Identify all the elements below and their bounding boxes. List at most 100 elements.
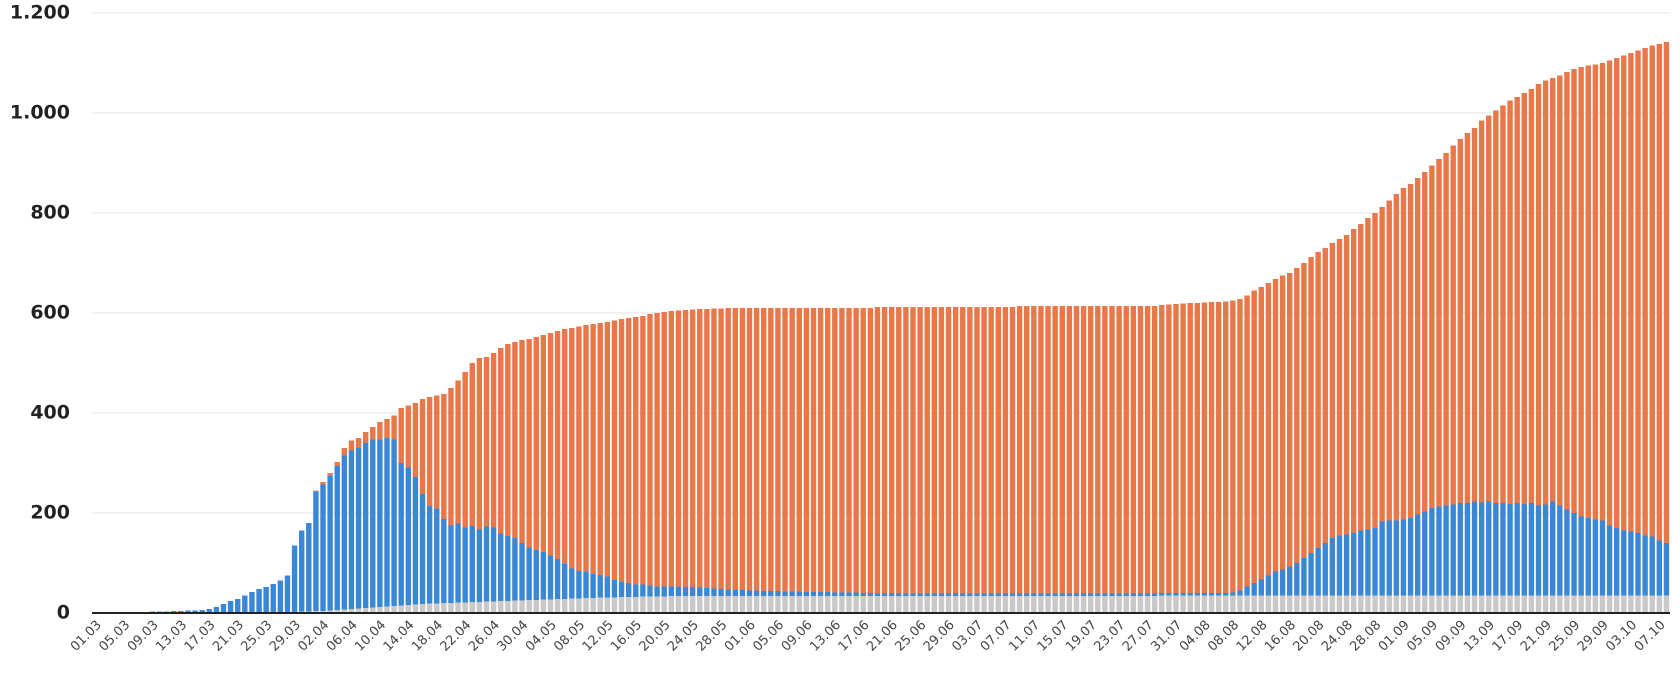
bar-segment bbox=[803, 592, 810, 596]
bar-segment bbox=[391, 415, 397, 440]
bar-segment bbox=[1386, 200, 1392, 521]
bar-segment bbox=[1315, 595, 1321, 613]
bar-segment bbox=[611, 580, 618, 598]
bar-segment bbox=[1414, 595, 1421, 613]
bar-segment bbox=[853, 596, 859, 613]
bar-segment bbox=[817, 596, 824, 613]
bar-segment bbox=[1656, 44, 1663, 541]
bar-segment bbox=[1016, 593, 1023, 596]
x-tick-label: 31.07 bbox=[1148, 618, 1185, 655]
bar-segment bbox=[370, 439, 376, 608]
bar-segment bbox=[718, 596, 724, 613]
x-tick-label: 09.03 bbox=[125, 618, 162, 655]
bar-segment bbox=[824, 308, 831, 592]
bar-segment bbox=[768, 308, 774, 591]
bar-segment bbox=[796, 591, 802, 596]
bar-segment bbox=[448, 603, 454, 613]
y-tick-label: 0 bbox=[57, 602, 70, 624]
bar-segment bbox=[1095, 596, 1101, 613]
bar-segment bbox=[426, 603, 433, 613]
bar-segment bbox=[377, 422, 383, 440]
bar-segment bbox=[434, 395, 440, 509]
bar-segment bbox=[832, 308, 838, 593]
bar-segment bbox=[775, 596, 781, 613]
bar-segment bbox=[1272, 279, 1279, 572]
x-tick-label: 17.06 bbox=[836, 618, 873, 655]
bar-segment bbox=[682, 310, 689, 587]
bar-segment bbox=[1358, 530, 1364, 596]
x-tick-label: 29.09 bbox=[1575, 618, 1612, 655]
bar-segment bbox=[1244, 295, 1250, 587]
bar-segment bbox=[1308, 553, 1314, 596]
bar-segment bbox=[1194, 595, 1201, 613]
bar-segment bbox=[1592, 519, 1599, 596]
bar-segment bbox=[1173, 593, 1179, 596]
bar-segment bbox=[1350, 229, 1357, 533]
bar-segment bbox=[931, 593, 938, 596]
y-tick-label: 400 bbox=[30, 402, 70, 424]
bar-segment bbox=[1038, 306, 1044, 594]
bar-segment bbox=[981, 307, 987, 594]
bar-segment bbox=[896, 596, 902, 613]
bar-segment bbox=[526, 600, 532, 613]
bar-segment bbox=[1151, 596, 1158, 613]
bar-segment bbox=[697, 309, 703, 588]
bar-segment bbox=[1294, 563, 1300, 596]
bar-segment bbox=[853, 308, 859, 593]
bar-segment bbox=[1009, 307, 1016, 594]
bar-segment bbox=[1507, 504, 1513, 596]
bar-segment bbox=[1180, 593, 1186, 596]
bar-segment bbox=[1308, 257, 1314, 553]
bar-segment bbox=[1066, 593, 1073, 596]
bar-segment bbox=[1301, 595, 1307, 613]
bar-segment bbox=[533, 550, 539, 600]
bar-segment bbox=[761, 596, 767, 613]
bar-segment bbox=[1201, 302, 1208, 593]
bar-segment bbox=[483, 357, 490, 527]
x-tick-label: 19.07 bbox=[1063, 618, 1100, 655]
bar-segment bbox=[1066, 596, 1073, 613]
bar-segment bbox=[945, 593, 952, 596]
bar-segment bbox=[1443, 153, 1449, 506]
bar-segment bbox=[1585, 518, 1591, 596]
x-tick-label: 15.07 bbox=[1035, 618, 1072, 655]
bar-segment bbox=[1045, 596, 1051, 613]
bar-segment bbox=[668, 596, 675, 613]
bar-segment bbox=[1024, 306, 1030, 594]
bar-segment bbox=[1237, 595, 1243, 613]
bar-segment bbox=[405, 467, 412, 605]
bar-segment bbox=[1230, 595, 1236, 613]
bar-segment bbox=[298, 530, 305, 612]
bar-segment bbox=[476, 358, 483, 530]
bar-segment bbox=[1635, 533, 1641, 596]
bar-segment bbox=[540, 599, 547, 613]
bar-segment bbox=[583, 598, 589, 613]
x-tick-label: 04.05 bbox=[523, 618, 560, 655]
bar-segment bbox=[967, 307, 973, 594]
bar-segment bbox=[718, 589, 724, 596]
x-tick-label: 08.05 bbox=[551, 618, 588, 655]
bar-segment bbox=[490, 353, 497, 528]
bar-segment bbox=[974, 593, 980, 596]
bar-segment bbox=[1613, 528, 1620, 596]
bar-segment bbox=[1436, 159, 1442, 507]
bar-segment bbox=[1087, 596, 1094, 613]
bar-segment bbox=[569, 598, 575, 613]
bar-segment bbox=[398, 605, 404, 613]
bar-segment bbox=[1450, 504, 1456, 596]
bar-segment bbox=[1237, 590, 1243, 596]
bar-segment bbox=[711, 308, 717, 589]
bar-segment bbox=[1102, 593, 1108, 596]
bar-segment bbox=[1031, 596, 1037, 613]
x-tick-label: 03.07 bbox=[949, 618, 986, 655]
bar-segment bbox=[441, 519, 447, 603]
bar-segment bbox=[817, 308, 824, 592]
bar-segment bbox=[320, 482, 326, 485]
bar-segment bbox=[661, 586, 667, 597]
bar-segment bbox=[1365, 595, 1371, 613]
bar-segment bbox=[362, 432, 369, 443]
bar-segment bbox=[640, 596, 646, 613]
bar-segment bbox=[327, 473, 333, 476]
bar-segment bbox=[988, 307, 994, 594]
bar-segment bbox=[1436, 595, 1442, 613]
